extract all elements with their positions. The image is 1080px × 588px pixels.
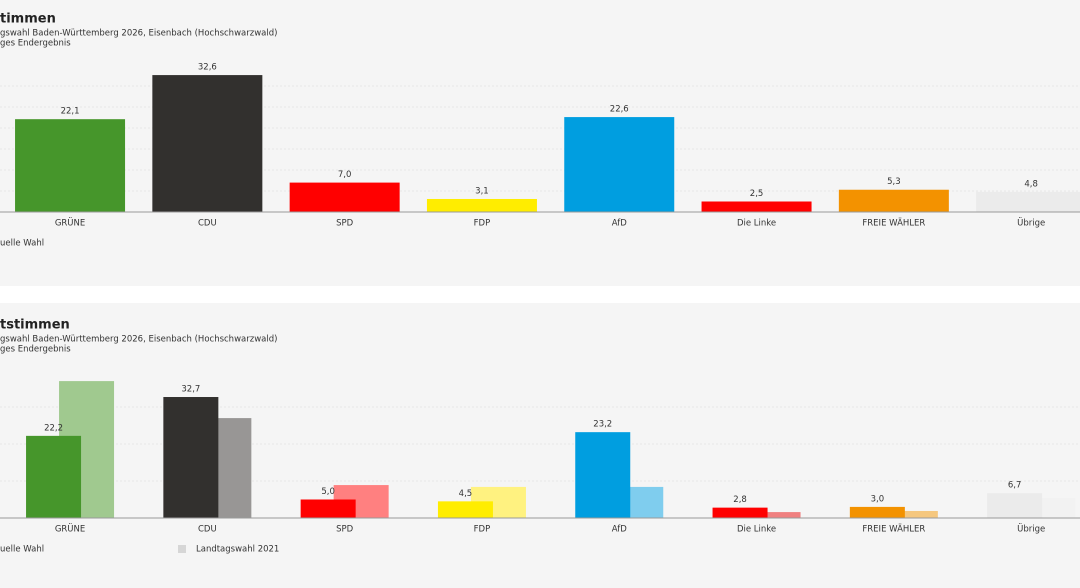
x-tick-label: Die Linke (737, 219, 776, 229)
bar (15, 119, 126, 212)
x-tick-label: FREIE WÄHLER (862, 218, 925, 229)
chart-subtitle: gswahl Baden-Württemberg 2026, Eisenbach… (0, 335, 277, 345)
x-tick-label: Übrige (1017, 218, 1045, 229)
value-label: 5,3 (887, 177, 901, 187)
value-label: 32,7 (181, 385, 200, 395)
x-tick-label: GRÜNE (55, 218, 85, 229)
x-tick-label: AfD (612, 219, 628, 229)
x-tick-label: FREIE WÄHLER (862, 524, 925, 535)
bar (987, 493, 1043, 518)
bar (152, 75, 263, 212)
x-tick-label: GRÜNE (55, 524, 85, 535)
panel (0, 303, 1080, 588)
legend-label: uelle Wahl (0, 239, 44, 249)
chart-title: tstimmen (0, 318, 70, 333)
value-label: 2,5 (750, 189, 764, 199)
bar (575, 432, 631, 518)
chart-subtitle: ges Endergebnis (0, 39, 71, 49)
bar (300, 499, 356, 518)
legend-label: uelle Wahl (0, 545, 44, 555)
value-label: 7,0 (338, 170, 352, 180)
x-tick-label: SPD (336, 219, 354, 229)
x-tick-label: FDP (474, 219, 491, 229)
bar (882, 510, 938, 518)
bar (838, 189, 949, 212)
x-tick-label: SPD (336, 525, 354, 535)
x-tick-label: CDU (198, 525, 217, 535)
bar (426, 198, 537, 212)
value-label: 5,0 (321, 487, 335, 497)
x-tick-label: FDP (474, 525, 491, 535)
chart-title: timmen (0, 12, 56, 27)
value-label: 23,2 (593, 420, 612, 430)
bar (712, 507, 768, 518)
value-label: 3,1 (475, 186, 489, 196)
legend-swatch (178, 545, 186, 553)
bar (849, 506, 905, 518)
bar (437, 501, 493, 518)
value-label: 32,6 (198, 63, 217, 73)
chart-subtitle: gswahl Baden-Württemberg 2026, Eisenbach… (0, 29, 277, 39)
chart-subtitle: ges Endergebnis (0, 345, 71, 355)
legend-label: Landtagswahl 2021 (196, 545, 279, 555)
x-tick-label: Die Linke (737, 525, 776, 535)
bar (289, 182, 400, 212)
value-label: 22,1 (61, 107, 80, 117)
value-label: 4,8 (1024, 179, 1038, 189)
x-tick-label: AfD (612, 525, 628, 535)
bar (976, 191, 1080, 212)
value-label: 22,2 (44, 423, 63, 433)
value-label: 4,5 (459, 489, 473, 499)
x-tick-label: Übrige (1017, 524, 1045, 535)
bar (26, 435, 82, 518)
value-label: 6,7 (1008, 481, 1022, 491)
x-tick-label: CDU (198, 219, 217, 229)
bar (745, 512, 801, 518)
bar (564, 117, 675, 212)
value-label: 2,8 (733, 495, 747, 505)
value-label: 22,6 (610, 105, 629, 115)
bar (701, 201, 812, 212)
value-label: 3,0 (871, 494, 885, 504)
bar (163, 397, 219, 518)
